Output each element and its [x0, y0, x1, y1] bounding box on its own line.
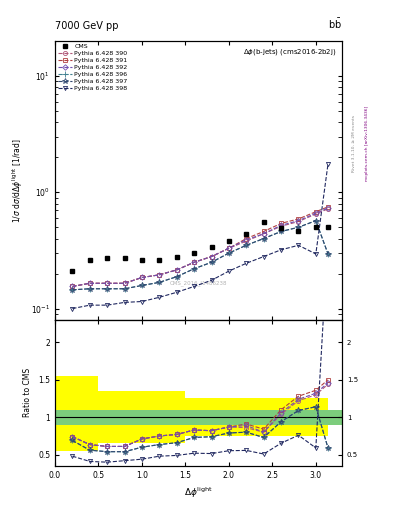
X-axis label: $\Delta\phi^{\rm light}$: $\Delta\phi^{\rm light}$ — [184, 485, 213, 500]
Text: $\Delta\phi$(b-jets) (cms2016-2b2j): $\Delta\phi$(b-jets) (cms2016-2b2j) — [242, 47, 336, 56]
Text: b$\bar{\rm b}$: b$\bar{\rm b}$ — [328, 17, 342, 31]
Bar — [55, 410, 342, 425]
Y-axis label: Ratio to CMS: Ratio to CMS — [24, 368, 33, 417]
Text: CMS_2016_I1486238: CMS_2016_I1486238 — [170, 281, 227, 286]
Text: Rivet 3.1.10, ≥ 2M events: Rivet 3.1.10, ≥ 2M events — [352, 115, 356, 172]
Legend: CMS, Pythia 6.428 390, Pythia 6.428 391, Pythia 6.428 392, Pythia 6.428 396, Pyt: CMS, Pythia 6.428 390, Pythia 6.428 391,… — [57, 43, 129, 92]
Text: mcplots.cern.ch [arXiv:1306.3436]: mcplots.cern.ch [arXiv:1306.3436] — [365, 106, 369, 181]
Text: 7000 GeV pp: 7000 GeV pp — [55, 21, 119, 31]
Y-axis label: 1/$\sigma$ d$\sigma$/d$\Delta\phi^{\rm light}$ [1/rad]: 1/$\sigma$ d$\sigma$/d$\Delta\phi^{\rm l… — [11, 138, 26, 223]
